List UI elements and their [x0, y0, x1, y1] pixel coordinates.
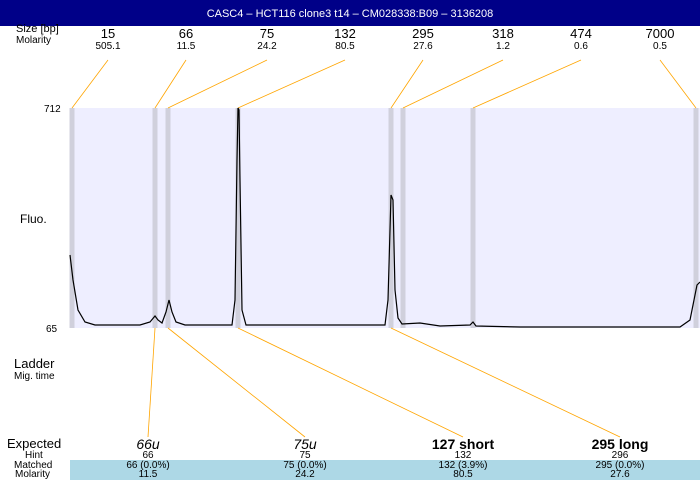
molarity-value: 27.6	[610, 469, 630, 480]
ladder-leader-line	[71, 59, 109, 109]
expected-leader-line	[167, 327, 306, 438]
ladder-leader-line	[237, 59, 346, 109]
ladder-label: Ladder	[14, 356, 55, 371]
size-label: Size [bp]	[16, 23, 59, 35]
ladder-molarity: 0.6	[574, 41, 588, 52]
molarity-row-label: Molarity	[15, 469, 51, 480]
window-title: CASC4 – HCT116 clone3 t14 – CM028338:B09…	[0, 0, 700, 26]
y-max-label: 712	[44, 104, 61, 115]
ladder-leader-line	[390, 59, 424, 109]
plot-area	[70, 108, 700, 328]
matched-label: Matched	[14, 460, 53, 471]
hint-label: Hint	[25, 450, 43, 461]
ladder-peak-band	[693, 108, 699, 328]
molarity-value: 24.2	[295, 469, 315, 480]
matched-value: 66 (0.0%)	[126, 460, 170, 471]
molarity-label: Molarity	[16, 35, 52, 46]
ladder-leader-line	[167, 59, 268, 109]
fluo-label: Fluo.	[20, 212, 47, 226]
ladder-molarity: 80.5	[335, 41, 355, 52]
ladder-molarity: 11.5	[176, 41, 196, 52]
molarity-value: 80.5	[453, 469, 473, 480]
ladder-molarity: 27.6	[413, 41, 433, 52]
hint-value: 132	[454, 450, 472, 461]
ladder-leader-line	[472, 59, 582, 109]
expected-leader-line	[237, 327, 464, 438]
ladder-peak-band	[400, 108, 406, 328]
ladder-size: 295	[412, 26, 434, 41]
ladder-molarity: 24.2	[257, 41, 277, 52]
ladder-leader-line	[154, 59, 187, 109]
hint-value: 296	[611, 450, 629, 461]
ladder-size: 318	[492, 26, 514, 41]
ladder-peak-band	[69, 108, 75, 328]
ladder-leader-line	[659, 59, 697, 109]
ladder-size: 15	[100, 26, 116, 41]
ladder-size: 474	[570, 26, 592, 41]
ladder-molarity: 505.1	[95, 41, 121, 52]
hint-value: 66	[142, 450, 154, 461]
matched-value: 132 (3.9%)	[438, 460, 488, 471]
ladder-size: 7000	[645, 26, 675, 41]
ladder-peak-band	[388, 108, 394, 328]
matched-value: 295 (0.0%)	[595, 460, 645, 471]
ladder-peak-band	[235, 108, 241, 328]
ladder-peak-band	[165, 108, 171, 328]
expected-peak-name: 127 short	[431, 436, 495, 452]
matched-value: 75 (0.0%)	[283, 460, 327, 471]
hint-value: 75	[299, 450, 311, 461]
ladder-size: 66	[178, 26, 194, 41]
ladder-molarity: 0.5	[653, 41, 667, 52]
expected-peak-name: 66u	[136, 436, 160, 452]
molarity-value: 11.5	[138, 469, 158, 480]
expected-leader-line	[147, 327, 156, 438]
ladder-size: 75	[259, 26, 275, 41]
mig-time-label: Mig. time	[14, 371, 55, 382]
expected-label: Expected	[7, 436, 62, 451]
matched-band	[70, 460, 700, 480]
expected-leader-line	[390, 327, 621, 438]
fluorescence-trace	[69, 107, 700, 328]
ladder-leader-line	[402, 59, 504, 109]
ladder-peak-band	[470, 108, 476, 328]
ladder-peak-band	[152, 108, 158, 328]
y-min-label: 65	[46, 324, 58, 335]
expected-peak-name: 295 long	[591, 436, 649, 452]
ladder-molarity: 1.2	[496, 41, 510, 52]
expected-peak-name: 75u	[293, 436, 317, 452]
ladder-size: 132	[334, 26, 356, 41]
